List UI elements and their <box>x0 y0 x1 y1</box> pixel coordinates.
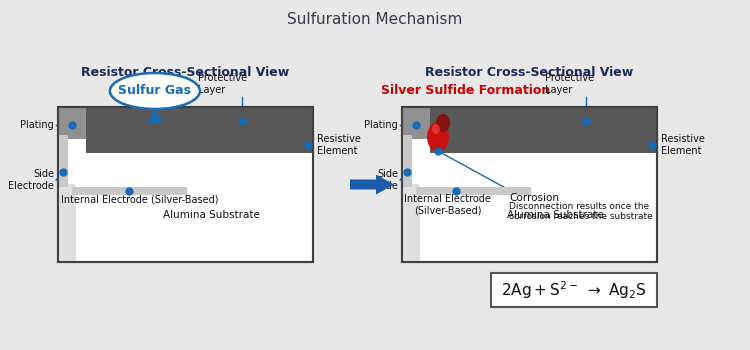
Bar <box>58 107 86 139</box>
Text: Alumina Substrate: Alumina Substrate <box>506 210 604 220</box>
Bar <box>58 107 313 135</box>
Bar <box>86 135 313 153</box>
Bar <box>416 187 531 195</box>
Text: Sulfuration Mechanism: Sulfuration Mechanism <box>287 12 463 27</box>
Bar <box>430 135 657 153</box>
Bar <box>402 107 430 139</box>
Ellipse shape <box>427 122 449 152</box>
Text: Internal Electrode
(Silver-Based): Internal Electrode (Silver-Based) <box>404 194 491 216</box>
Text: Resistive
Element: Resistive Element <box>317 134 361 156</box>
Bar <box>72 187 187 195</box>
Text: Silver Sulfide Formation: Silver Sulfide Formation <box>381 84 550 97</box>
Ellipse shape <box>432 124 440 134</box>
Bar <box>402 107 657 135</box>
Text: Alumina Substrate: Alumina Substrate <box>163 210 260 220</box>
Bar <box>402 107 657 262</box>
Bar <box>402 107 657 262</box>
Text: Sulfur Gas: Sulfur Gas <box>118 84 191 98</box>
Text: $\mathregular{2Ag + S^{2-}\ \rightarrow\ Ag_2S}$: $\mathregular{2Ag + S^{2-}\ \rightarrow\… <box>501 279 647 301</box>
Bar <box>402 135 412 187</box>
Text: Plating: Plating <box>364 120 398 130</box>
Text: Corrosion: Corrosion <box>509 193 559 203</box>
Ellipse shape <box>110 73 200 109</box>
Text: Protective
Layer: Protective Layer <box>198 74 248 95</box>
Text: Resistive
Element: Resistive Element <box>661 134 705 156</box>
Bar <box>491 273 657 307</box>
Text: Plating: Plating <box>20 120 54 130</box>
Text: Disconnection results once the
corrosion reaches the substrate: Disconnection results once the corrosion… <box>509 202 652 222</box>
Bar <box>58 107 313 262</box>
Text: Internal Electrode (Silver-Based): Internal Electrode (Silver-Based) <box>61 194 218 204</box>
Text: Resistor Cross-Sectional View: Resistor Cross-Sectional View <box>81 65 290 78</box>
Text: Resistor Cross-Sectional View: Resistor Cross-Sectional View <box>425 65 634 78</box>
FancyBboxPatch shape <box>56 184 76 264</box>
Bar <box>58 135 68 187</box>
FancyBboxPatch shape <box>400 184 420 264</box>
Ellipse shape <box>436 114 450 132</box>
Text: Protective
Layer: Protective Layer <box>544 74 594 95</box>
FancyArrow shape <box>350 175 394 195</box>
Text: Side
Electrode: Side Electrode <box>8 169 54 191</box>
Bar <box>58 107 313 262</box>
Text: Side
Electrode: Side Electrode <box>352 169 398 191</box>
